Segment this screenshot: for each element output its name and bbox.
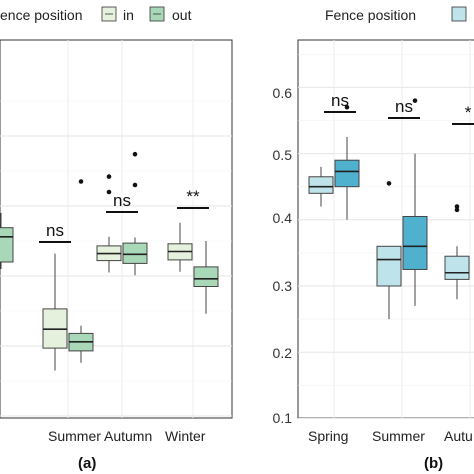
marks-a: ns ns ** xyxy=(0,151,219,371)
outlier-a-in-2-0 xyxy=(106,174,112,179)
y-tick-label-b-0.5: 0.5 xyxy=(273,147,293,163)
legend-label-out-a: out xyxy=(172,7,192,23)
y-tick-label-b-0.2: 0.2 xyxy=(273,345,293,361)
outlier-a-in-2-1 xyxy=(106,189,112,195)
outlier-b-out-0-0 xyxy=(344,104,350,110)
marks-b: ns ns * xyxy=(308,91,474,320)
outlier-b-out-1-0 xyxy=(412,98,418,103)
outlier-a-out-2-1 xyxy=(132,182,138,188)
y-tick-label-b-0.6: 0.6 xyxy=(273,85,293,101)
legend-key-b xyxy=(451,6,467,22)
outlier-b-in-1-0 xyxy=(386,181,392,186)
significance-label-b-2: * xyxy=(465,103,472,122)
box-b-in-0 xyxy=(308,176,334,194)
y-tick-label-b-0.1: 0.1 xyxy=(273,410,293,426)
legend-title-a: ence position xyxy=(0,7,83,23)
panel-label-a: (a) xyxy=(78,455,96,472)
box-a-out-0 xyxy=(0,227,14,263)
box-b-out-1 xyxy=(402,215,428,270)
significance-label-a-2: ns xyxy=(113,191,131,210)
y-tick-label-b-0.3: 0.3 xyxy=(273,278,293,294)
x-tick-label-a-3: Winter xyxy=(165,428,206,444)
significance-label-a-3: ** xyxy=(186,187,200,206)
y-tick-label-b-0.4: 0.4 xyxy=(273,210,293,226)
outlier-b-in-2-1 xyxy=(454,207,460,213)
box-a-out-3 xyxy=(193,266,219,287)
box-b-in-2 xyxy=(444,255,470,280)
x-tick-label-b-0: Spring xyxy=(308,428,348,444)
plot-frame-a xyxy=(0,39,233,419)
significance-label-b-1: ns xyxy=(395,97,413,116)
outlier-a-out-2-0 xyxy=(132,151,138,157)
box-b-in-1 xyxy=(376,245,402,287)
x-tick-label-b-2: Autu xyxy=(444,428,473,444)
x-tick-label-b-1: Summer xyxy=(372,428,425,444)
legend-title-b: Fence position xyxy=(325,7,416,23)
panel-b: Fence position 0.6 0.5 0.4 0.3 0.2 0.1 n… xyxy=(273,6,474,472)
panel-label-b: (b) xyxy=(424,455,443,472)
gridlines-a xyxy=(0,40,232,418)
gridlines-b xyxy=(298,40,474,419)
box-b-out-0 xyxy=(334,159,360,188)
significance-label-b-0: ns xyxy=(331,91,349,110)
x-tick-label-a-2: Autumn xyxy=(104,428,152,444)
x-tick-label-a-1: Summer xyxy=(48,428,101,444)
legend-label-in-a: in xyxy=(123,7,134,23)
plot-frame-b xyxy=(297,39,474,419)
outlier-b-in-2-0 xyxy=(454,204,460,209)
outlier-a-out-1-0 xyxy=(78,179,84,184)
significance-label-a-1: ns xyxy=(46,221,64,240)
box-a-out-2 xyxy=(122,242,148,264)
